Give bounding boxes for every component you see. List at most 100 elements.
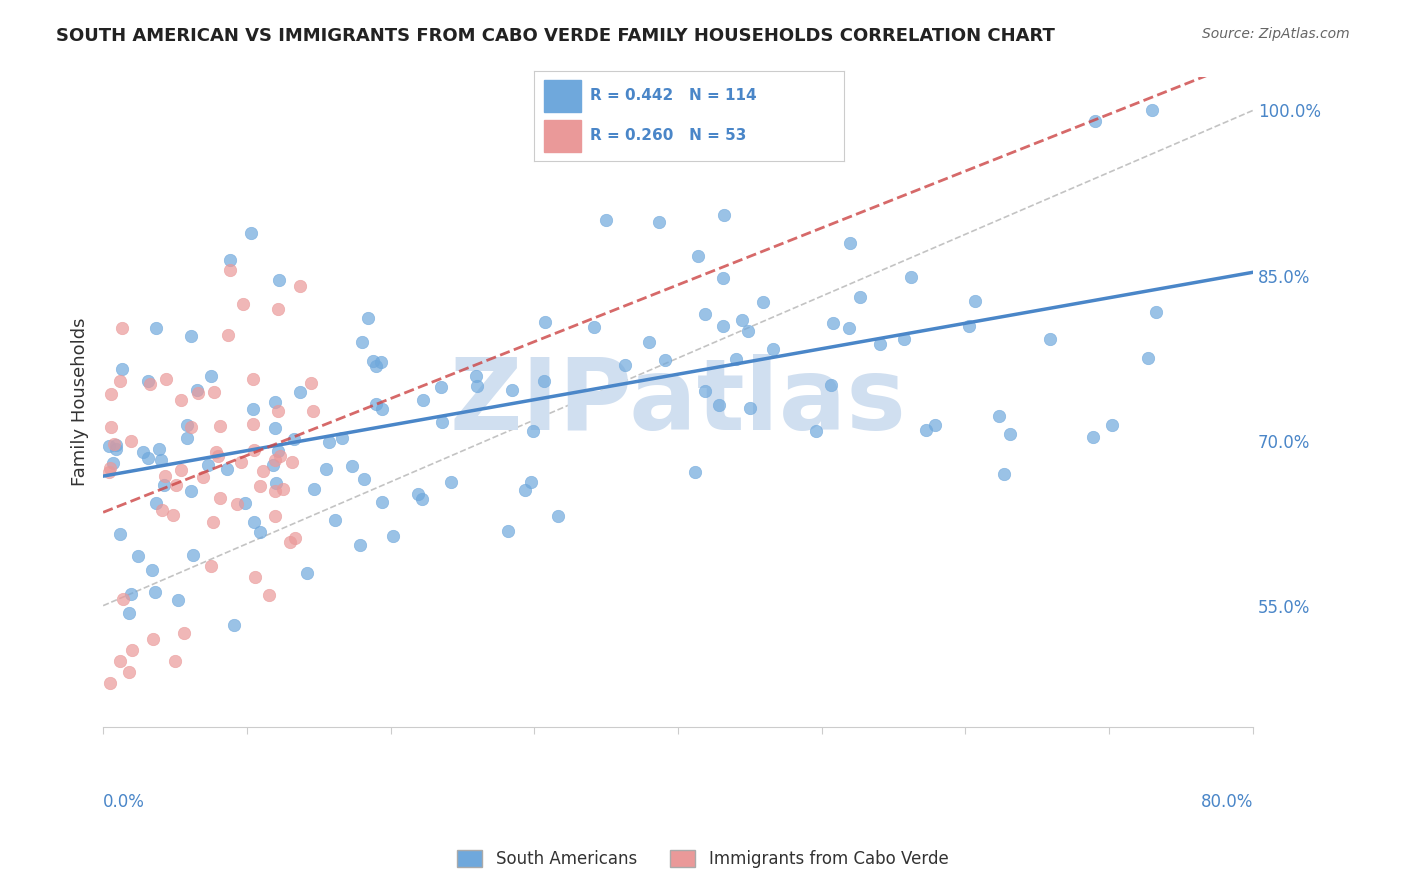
Point — [243, 443, 266, 458]
Point — [440, 475, 463, 490]
Point — [1101, 417, 1123, 432]
Point — [242, 417, 264, 431]
Point — [288, 385, 311, 400]
Point — [142, 632, 165, 646]
Point — [219, 263, 242, 277]
Point — [218, 253, 240, 268]
Point — [325, 513, 347, 527]
Point — [288, 278, 311, 293]
Point — [242, 372, 264, 386]
Point — [193, 470, 215, 484]
Legend: South Americans, Immigrants from Cabo Verde: South Americans, Immigrants from Cabo Ve… — [451, 843, 955, 875]
Point — [242, 402, 264, 417]
Point — [278, 535, 301, 549]
Point — [762, 342, 785, 356]
Point — [108, 526, 131, 541]
Point — [162, 508, 184, 522]
Point — [252, 464, 274, 478]
Point — [263, 484, 285, 499]
Point — [105, 438, 128, 452]
Point — [547, 508, 569, 523]
Point — [371, 401, 394, 416]
Point — [173, 625, 195, 640]
Point — [533, 375, 555, 389]
Point — [264, 453, 287, 467]
Point — [108, 374, 131, 388]
Point — [711, 271, 734, 285]
Point — [262, 458, 284, 473]
Text: Source: ZipAtlas.com: Source: ZipAtlas.com — [1202, 27, 1350, 41]
Point — [200, 559, 222, 574]
Point — [180, 484, 202, 499]
Point — [145, 584, 167, 599]
Point — [370, 355, 392, 369]
Point — [685, 465, 707, 479]
Point — [170, 463, 193, 477]
Point — [226, 497, 249, 511]
Point — [1144, 304, 1167, 318]
Point — [924, 417, 946, 432]
Point — [166, 593, 188, 607]
Point — [180, 420, 202, 434]
Point — [153, 478, 176, 492]
Point — [364, 359, 387, 374]
Point — [243, 570, 266, 584]
Point — [1081, 430, 1104, 444]
Point — [366, 397, 388, 411]
Point — [103, 436, 125, 450]
Point — [281, 455, 304, 469]
Point — [315, 462, 337, 476]
Point — [98, 675, 121, 690]
Point — [350, 334, 373, 349]
Point — [522, 425, 544, 439]
Point — [283, 432, 305, 446]
Point — [202, 515, 225, 529]
Point — [264, 395, 287, 409]
Point — [208, 419, 231, 434]
Point — [621, 146, 644, 161]
Point — [595, 213, 617, 227]
Point — [111, 362, 134, 376]
Y-axis label: Family Households: Family Households — [72, 318, 89, 486]
Point — [217, 328, 239, 343]
Point — [150, 503, 173, 517]
Point — [127, 549, 149, 564]
Point — [988, 409, 1011, 424]
Point — [145, 496, 167, 510]
Text: SOUTH AMERICAN VS IMMIGRANTS FROM CABO VERDE FAMILY HOUSEHOLDS CORRELATION CHART: SOUTH AMERICAN VS IMMIGRANTS FROM CABO V… — [56, 27, 1054, 45]
Point — [186, 383, 208, 397]
Point — [209, 491, 232, 505]
Point — [257, 588, 280, 602]
Point — [751, 295, 773, 310]
Point — [361, 354, 384, 368]
Bar — [544, 80, 581, 112]
Point — [357, 311, 380, 326]
Point — [869, 337, 891, 351]
Point — [332, 430, 354, 444]
Point — [232, 296, 254, 310]
Point — [849, 290, 872, 304]
Point — [273, 482, 295, 496]
Point — [465, 378, 488, 392]
Point — [501, 384, 523, 398]
Point — [998, 426, 1021, 441]
Point — [264, 421, 287, 435]
Point — [406, 486, 429, 500]
Point — [725, 351, 748, 366]
Point — [181, 548, 204, 562]
Point — [267, 273, 290, 287]
Point — [266, 403, 288, 417]
Point — [738, 401, 761, 415]
Point — [138, 376, 160, 391]
Point — [269, 449, 291, 463]
Point — [267, 443, 290, 458]
Point — [513, 483, 536, 497]
Point — [243, 516, 266, 530]
Point — [207, 449, 229, 463]
Point — [583, 320, 606, 334]
Point — [200, 369, 222, 384]
Point — [101, 456, 124, 470]
Point — [263, 508, 285, 523]
Point — [239, 226, 262, 240]
Point — [1084, 114, 1107, 128]
